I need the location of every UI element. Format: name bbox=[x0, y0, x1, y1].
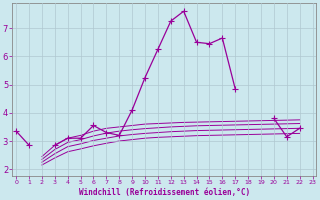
X-axis label: Windchill (Refroidissement éolien,°C): Windchill (Refroidissement éolien,°C) bbox=[79, 188, 250, 197]
